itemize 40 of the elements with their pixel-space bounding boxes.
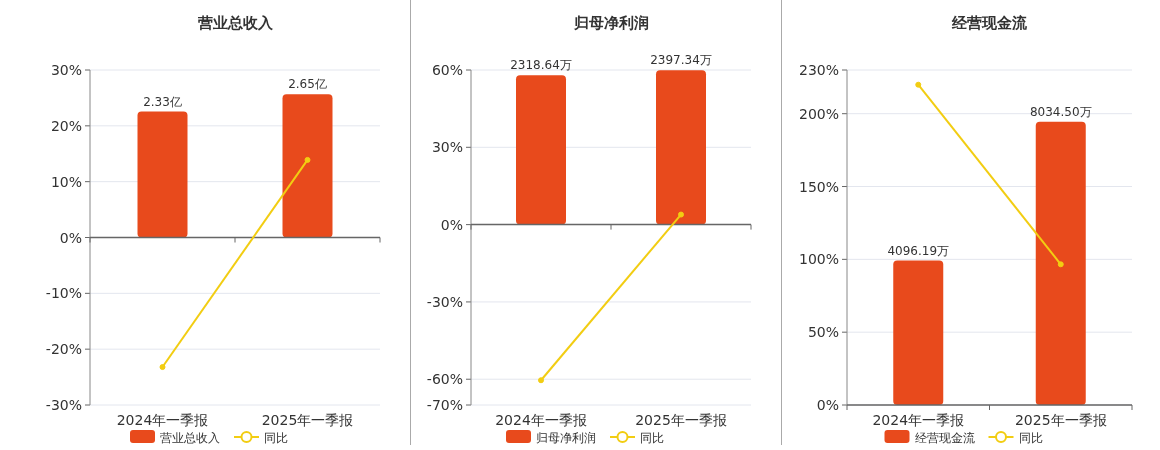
x-tick-label: 2024年一季报 — [116, 412, 209, 428]
legend-label: 归母净利润 — [536, 431, 596, 445]
data-label: 2.65亿 — [288, 77, 327, 92]
data-label: 2318.64万 — [510, 58, 572, 73]
y-tick-label: 30% — [431, 139, 463, 156]
y-tick-label: 150% — [798, 178, 839, 195]
x-tick-label: 2024年一季报 — [872, 412, 965, 428]
x-tick-label: 2025年一季报 — [635, 412, 727, 428]
chart-title: 归母净利润 — [572, 14, 649, 32]
y-tick-label: 100% — [798, 251, 839, 268]
y-tick-label: 60% — [431, 62, 463, 78]
y-tick-label: 230% — [798, 62, 839, 78]
y-tick-label: -20% — [45, 341, 82, 358]
y-tick-label: 50% — [807, 324, 839, 341]
legend-label: 同比 — [640, 431, 664, 445]
legend-label: 营业总收入 — [160, 431, 220, 445]
y-tick-label: 20% — [50, 117, 82, 134]
y-tick-label: 200% — [798, 105, 839, 122]
data-label: 2397.34万 — [650, 53, 712, 68]
y-tick-label: -70% — [426, 397, 463, 413]
chart-title: 经营现金流 — [951, 14, 1028, 32]
y-tick-label: 0% — [59, 229, 82, 246]
chart-title: 营业总收入 — [196, 14, 274, 32]
legend-label: 同比 — [264, 431, 288, 445]
y-tick-label: -30% — [426, 293, 463, 310]
y-tick-label: -30% — [45, 397, 82, 413]
y-tick-label: 0% — [440, 216, 463, 233]
data-label: 2.33亿 — [143, 94, 182, 109]
y-tick-label: 30% — [50, 62, 82, 78]
x-tick-label: 2024年一季报 — [495, 412, 587, 428]
y-tick-label: 10% — [50, 173, 82, 190]
x-tick-label: 2025年一季报 — [261, 412, 354, 428]
data-label: 8034.50万 — [1029, 104, 1092, 119]
x-tick-label: 2025年一季报 — [1014, 412, 1107, 428]
legend-label: 同比 — [1018, 431, 1043, 445]
y-tick-label: -60% — [426, 371, 463, 388]
legend-label: 经营现金流 — [914, 431, 975, 445]
y-tick-label: 0% — [816, 397, 839, 413]
y-tick-label: -10% — [45, 285, 82, 302]
data-label: 4096.19万 — [887, 243, 950, 258]
